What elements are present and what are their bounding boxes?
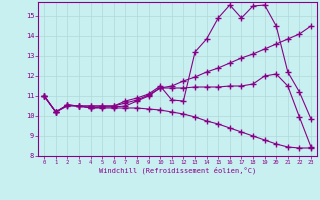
X-axis label: Windchill (Refroidissement éolien,°C): Windchill (Refroidissement éolien,°C) (99, 167, 256, 174)
